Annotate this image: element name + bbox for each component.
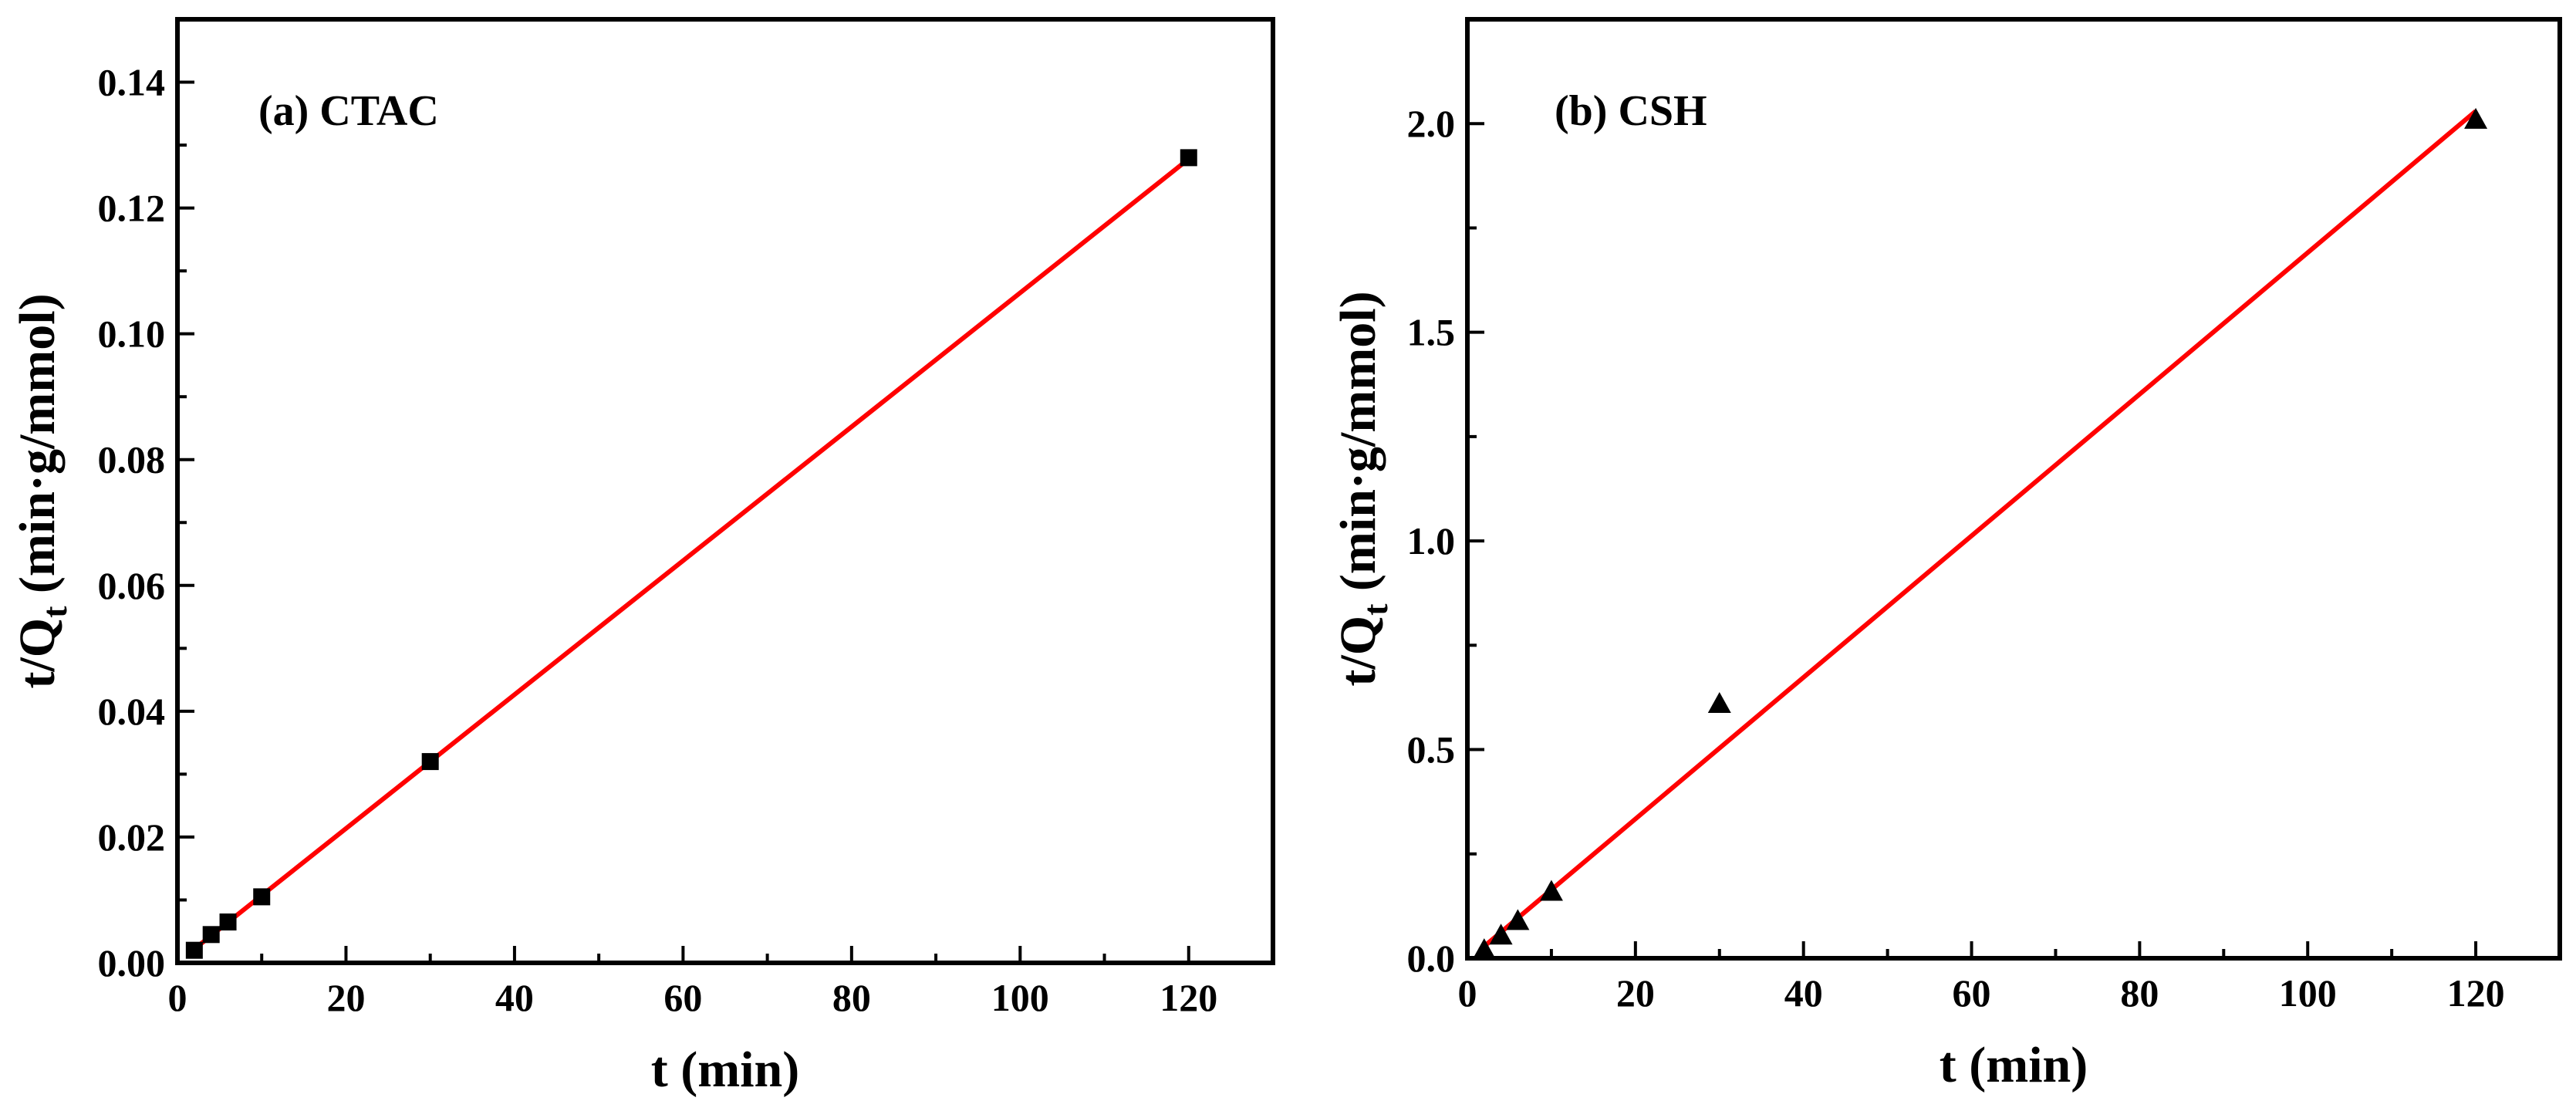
- y-axis-title-main: t/Q: [1330, 616, 1386, 687]
- fit-line: [1478, 109, 2478, 952]
- x-tick-label: 100: [2279, 971, 2337, 1015]
- y-axis-title-subscript: t: [1356, 603, 1395, 616]
- data-point-square: [253, 888, 271, 906]
- x-tick-label: 40: [495, 976, 534, 1019]
- y-tick-label: 0.0: [1407, 937, 1456, 980]
- y-tick-label: 1.0: [1407, 519, 1456, 562]
- y-tick-label: 0.10: [98, 312, 166, 356]
- x-tick-label: 60: [663, 976, 702, 1019]
- x-tick-label: 120: [2447, 971, 2505, 1015]
- data-point-square: [1180, 149, 1197, 167]
- y-tick-label: 2.0: [1407, 102, 1456, 145]
- plot-frame: [1465, 17, 2562, 961]
- data-point-triangle: [1506, 909, 1530, 930]
- panel-title: (b) CSH: [1555, 87, 1707, 135]
- y-tick-label: 0.14: [98, 61, 166, 104]
- x-tick-label: 40: [1784, 971, 1823, 1015]
- y-axis-title-unit: (min·g/mmol): [9, 293, 66, 606]
- data-point-triangle: [1539, 880, 1563, 901]
- y-tick-label: 0.5: [1407, 728, 1456, 772]
- y-axis-title-unit: (min·g/mmol): [1330, 291, 1386, 603]
- y-tick-label: 0.08: [98, 438, 166, 481]
- y-tick-label: 0.12: [98, 187, 166, 230]
- data-point-square: [421, 753, 439, 771]
- y-axis-title-subscript: t: [35, 606, 74, 618]
- panel-b-csh: 0 20 40 60 80 100 120 0.0 0.5 1.0 1.5 2.0 t (min) t/Q…: [1330, 17, 2562, 1093]
- y-axis-title: t/Qt (min·g/mmol): [9, 293, 74, 688]
- data-point-triangle: [2464, 107, 2488, 129]
- y-axis-title: t/Qt (min·g/mmol): [1330, 291, 1395, 686]
- y-axis-title-main: t/Q: [9, 618, 66, 689]
- data-point-triangle: [1489, 924, 1513, 945]
- fit-line: [192, 157, 1190, 951]
- x-tick-label: 20: [1616, 971, 1655, 1015]
- panel-a-ctac: 0 20 40 60 80 100 120 0.00 0.02 0.04 0.06 0.08 0.10 0…: [9, 17, 1275, 1098]
- data-point-square: [185, 941, 203, 959]
- x-tick-label: 60: [1953, 971, 1991, 1015]
- x-tick-label: 80: [2120, 971, 2159, 1015]
- y-tick-label: 0.02: [98, 816, 166, 859]
- data-point-square: [219, 913, 237, 931]
- x-tick-label: 0: [168, 976, 187, 1019]
- x-tick-label: 120: [1160, 976, 1217, 1019]
- y-tick-label: 1.5: [1407, 311, 1456, 354]
- panel-title: (a) CTAC: [258, 87, 439, 135]
- x-tick-label: 20: [326, 976, 365, 1019]
- x-axis-title: t (min): [651, 1042, 799, 1098]
- x-tick-label: 100: [991, 976, 1049, 1019]
- y-tick-label: 0.04: [98, 690, 166, 733]
- x-axis-title: t (min): [1940, 1037, 2088, 1093]
- plot-frame: [175, 17, 1275, 965]
- data-point-square: [202, 926, 220, 944]
- x-tick-label: 80: [832, 976, 871, 1019]
- y-tick-label: 0.06: [98, 564, 166, 607]
- y-tick-label: 0.00: [98, 941, 166, 984]
- x-tick-label: 0: [1458, 971, 1477, 1015]
- data-point-triangle: [1707, 692, 1731, 714]
- data-point-triangle: [1472, 938, 1496, 960]
